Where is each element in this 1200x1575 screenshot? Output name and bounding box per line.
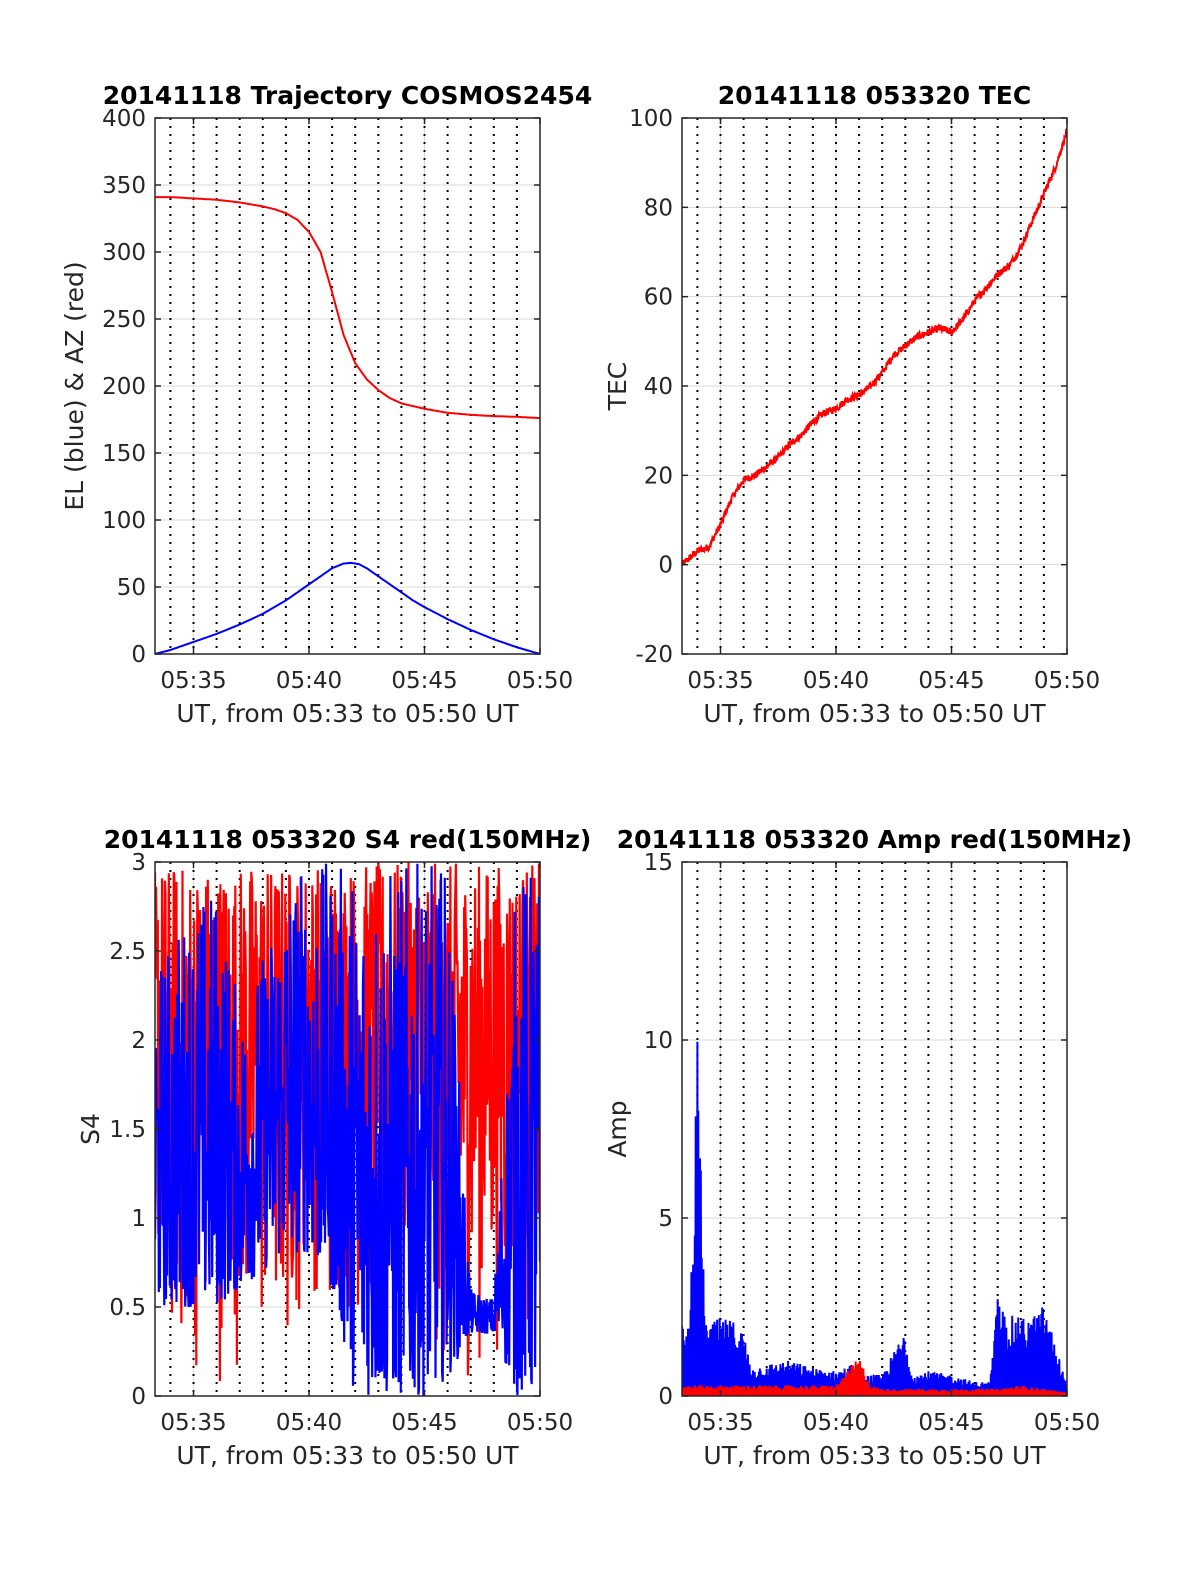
x-tick-label: 05:50 — [1034, 1410, 1100, 1436]
x-tick-label: 05:50 — [1034, 668, 1100, 694]
x-tick-label: 05:40 — [276, 668, 342, 694]
y-tick-label: 200 — [102, 374, 146, 400]
chart-s4: 0 0.5 1 1.5 2 2.5 3 05:35 05:40 05:45 05:50 2014111… — [76, 825, 591, 1470]
y-axis-label: Amp — [603, 1100, 632, 1157]
series-az-line — [155, 196, 540, 420]
chart-title: 20141118 Trajectory COSMOS2454 — [103, 81, 593, 110]
series-blue-line — [682, 1041, 1067, 1396]
series-el-line — [155, 561, 540, 654]
y-tick-label: 10 — [644, 1028, 673, 1054]
y-tick-label: 100 — [629, 106, 673, 132]
y-tick-label: 250 — [102, 307, 146, 333]
chart-title: 20141118 053320 TEC — [718, 81, 1031, 110]
y-tick-label: 5 — [658, 1206, 673, 1232]
y-tick-label: 300 — [102, 240, 146, 266]
plot-area — [682, 127, 1067, 566]
y-tick-label: 100 — [102, 508, 146, 534]
plot-area — [682, 1041, 1067, 1396]
x-tick-label: 05:35 — [160, 668, 226, 694]
y-axis-label: EL (blue) & AZ (red) — [60, 261, 89, 510]
chart-tec: -20 0 20 40 60 80 100 05:35 05:40 05:45 05:50 20141… — [603, 81, 1100, 728]
chart-amp: 0 5 10 15 05:35 05:40 05:45 05:50 20141118 05332… — [603, 825, 1132, 1470]
y-tick-label: 15 — [644, 850, 673, 876]
chart-title: 20141118 053320 S4 red(150MHz) — [104, 825, 592, 854]
y-tick-label: -20 — [635, 642, 673, 668]
series-red-line — [682, 1360, 1067, 1396]
x-axis-label: UT, from 05:33 to 05:50 UT — [176, 1441, 519, 1470]
y-tick-label: 2.5 — [109, 939, 146, 965]
y-tick-label: 0 — [131, 1384, 146, 1410]
x-tick-label: 05:45 — [918, 1410, 984, 1436]
y-tick-label: 80 — [644, 195, 673, 221]
y-tick-label: 3 — [131, 850, 146, 876]
y-tick-label: 0 — [131, 642, 146, 668]
series-tec-line — [682, 127, 1067, 566]
y-tick-label: 50 — [117, 575, 146, 601]
y-tick-label: 60 — [644, 285, 673, 311]
plot-area — [155, 862, 540, 1396]
plot-area — [155, 196, 540, 654]
x-tick-label: 05:40 — [276, 1410, 342, 1436]
y-axis-label: S4 — [76, 1113, 105, 1145]
chart-trajectory: 0 50 100 150 200 250 300 350 400 05:35 05:40 05:45 0… — [60, 81, 592, 728]
x-tick-label: 05:35 — [687, 668, 753, 694]
y-tick-label: 2 — [131, 1028, 146, 1054]
y-tick-label: 0.5 — [109, 1295, 146, 1321]
y-axis-label: TEC — [603, 362, 632, 412]
x-axis-label: UT, from 05:33 to 05:50 UT — [703, 699, 1046, 728]
chart-title: 20141118 053320 Amp red(150MHz) — [617, 825, 1133, 854]
x-tick-label: 05:45 — [391, 1410, 457, 1436]
x-tick-label: 05:35 — [687, 1410, 753, 1436]
x-tick-label: 05:50 — [507, 668, 573, 694]
y-tick-label: 40 — [644, 374, 673, 400]
x-tick-label: 05:40 — [803, 1410, 869, 1436]
x-tick-label: 05:45 — [918, 668, 984, 694]
axes-box — [681, 861, 1068, 1397]
y-tick-label: 400 — [102, 106, 146, 132]
x-tick-label: 05:45 — [391, 668, 457, 694]
x-tick-label: 05:50 — [507, 1410, 573, 1436]
x-tick-label: 05:40 — [803, 668, 869, 694]
x-axis-label: UT, from 05:33 to 05:50 UT — [176, 699, 519, 728]
x-axis-label: UT, from 05:33 to 05:50 UT — [703, 1441, 1046, 1470]
y-tick-label: 1 — [131, 1206, 146, 1232]
x-tick-label: 05:35 — [160, 1410, 226, 1436]
y-tick-label: 150 — [102, 441, 146, 467]
series-blue-line — [155, 863, 540, 1396]
y-tick-label: 1.5 — [109, 1117, 146, 1143]
y-tick-label: 0 — [658, 553, 673, 579]
y-tick-label: 20 — [644, 463, 673, 489]
y-tick-label: 350 — [102, 173, 146, 199]
y-tick-label: 0 — [658, 1384, 673, 1410]
